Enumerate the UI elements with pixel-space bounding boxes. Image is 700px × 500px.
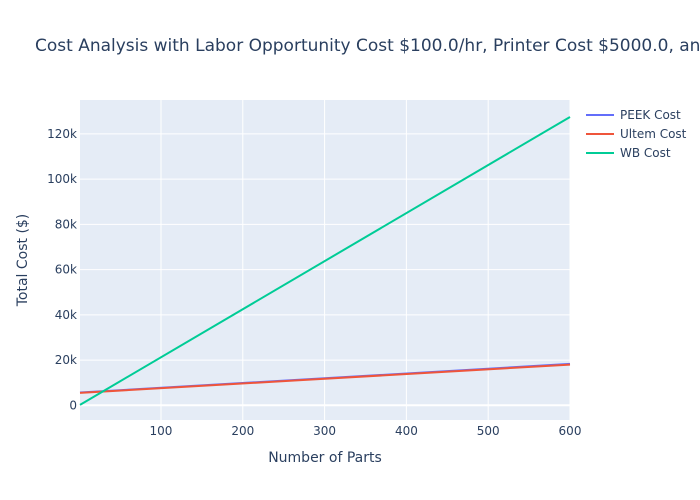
y-tick-label: 120k [47,127,77,141]
y-axis-label: Total Cost ($) [15,214,31,308]
x-tick-label: 600 [559,424,582,438]
x-tick-label: 400 [395,424,418,438]
tick-labels: 0 20k 40k 60k 80k 100k 120k 100 200 300 400 500 600 [47,127,581,438]
legend: PEEK Cost Ultem Cost WB Cost [586,108,687,160]
legend-label-2: Ultem Cost [620,127,687,141]
y-tick-label: 20k [55,353,77,367]
chart-title: Cost Analysis with Labor Opportunity Cos… [35,36,700,56]
x-tick-label: 500 [477,424,500,438]
series [79,116,571,406]
y-tick-label: 100k [47,172,77,186]
y-tick-label: 80k [55,217,77,231]
y-tick-label: 60k [55,263,77,277]
series-line-2 [79,363,571,394]
legend-label-1: PEEK Cost [620,108,681,122]
x-tick-label: 200 [231,424,254,438]
y-tick-label: 40k [55,308,77,322]
series-line-3 [79,116,571,406]
x-tick-label: 100 [150,424,173,438]
x-axis-label: Number of Parts [268,450,382,466]
y-tick-label: 0 [69,398,77,412]
x-tick-label: 300 [313,424,336,438]
legend-label-3: WB Cost [620,146,671,160]
